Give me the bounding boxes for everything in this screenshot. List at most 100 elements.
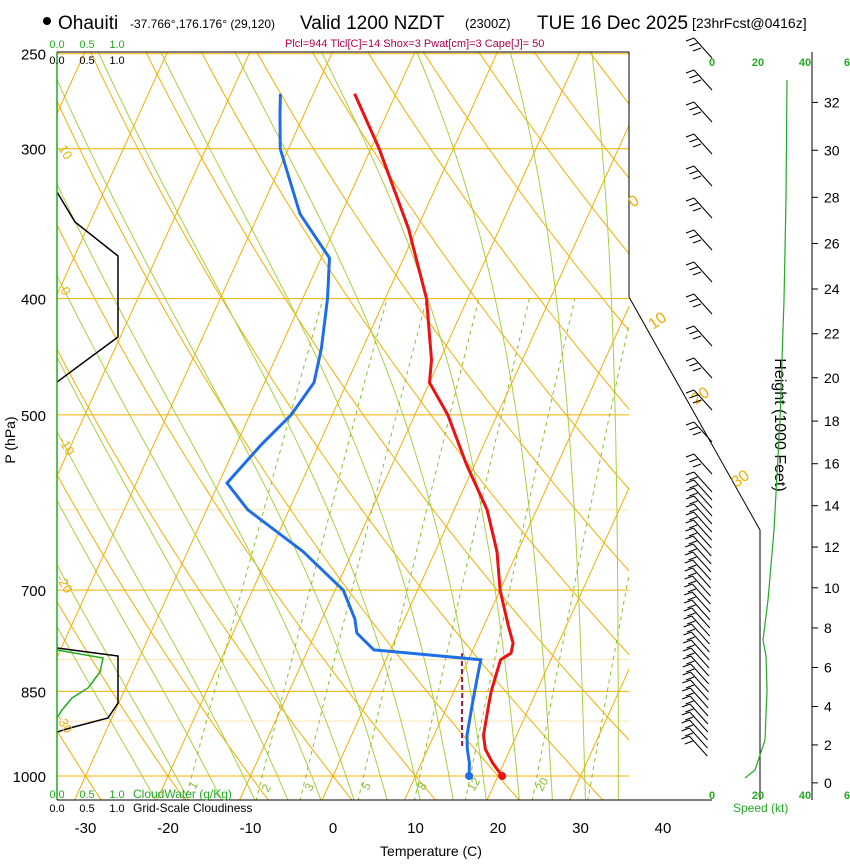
location-coords: -37.766°,176.176° (29,120) [130, 17, 275, 31]
forecast-date: TUE 16 Dec 2025 [537, 13, 688, 34]
wind-barb [686, 134, 712, 154]
cloudiness-top-1: 0.5 [79, 55, 94, 67]
dry-adiabat-160 [795, 32, 850, 801]
cloudwater-bottom-2: 1.0 [109, 789, 124, 801]
speed-bottom-3: 6 [844, 790, 850, 802]
x-tick-40: 40 [655, 820, 672, 837]
wind-panel-boundary [629, 297, 760, 800]
x-tick-0: 0 [329, 820, 337, 837]
mixing-ratio-2 [256, 299, 387, 802]
utc-time: (2300Z) [465, 16, 511, 31]
wind-barb [686, 454, 712, 474]
wind-barb [686, 262, 712, 282]
speed-top-3: 6 [844, 57, 850, 69]
speed-label: Speed (kt) [733, 801, 788, 815]
wind-barb [686, 198, 712, 218]
x-tick--30: -30 [75, 820, 97, 837]
isotherm-40 [651, 32, 850, 801]
height-tick-16: 16 [824, 456, 840, 472]
isotherm-label-1: 0 [57, 284, 74, 298]
pressure-tick-500: 500 [21, 408, 46, 425]
x-tick-20: 20 [490, 820, 507, 837]
height-tick-10: 10 [824, 580, 840, 596]
cloudwater-label: CloudWater (g/Kg) [133, 787, 232, 801]
height-tick-12: 12 [824, 539, 840, 555]
wind-barb [681, 736, 707, 756]
pressure-tick-850: 850 [21, 684, 46, 701]
height-tick-6: 6 [824, 659, 832, 675]
y-axis-label: P (hPa) [2, 416, 18, 463]
height-tick-22: 22 [824, 326, 840, 342]
height-tick-32: 32 [824, 94, 840, 110]
cloudiness-bottom-1: 0.5 [79, 803, 94, 815]
height-tick-20: 20 [824, 370, 840, 386]
moist-adiabats [0, 32, 662, 801]
temperature-curve [355, 94, 513, 776]
pressure-tick-700: 700 [21, 583, 46, 600]
dry-adiabat-130 [630, 32, 850, 801]
x-tick-10: 10 [407, 820, 424, 837]
cloudwater-top-2: 1.0 [109, 39, 124, 51]
mixing-ratio-5 [358, 299, 479, 802]
cloudwater-bottom-1: 0.5 [79, 789, 94, 801]
dry-adiabat-label-0: 0 [626, 192, 643, 211]
valid-time: Valid 1200 NZDT [300, 13, 445, 34]
mixing-ratio-lines [185, 299, 684, 802]
forecast-info: [23hrFcst@0416z] [692, 15, 807, 31]
x-tick--10: -10 [240, 820, 262, 837]
cloudwater-top-1: 0.5 [79, 39, 94, 51]
speed-bottom-0: 0 [709, 790, 715, 802]
height-tick-24: 24 [824, 281, 840, 297]
dry-adiabat-30 [81, 32, 604, 801]
mixing-ratio-label-1: 2 [258, 781, 274, 794]
dry-adiabat-100 [466, 32, 850, 801]
location-marker [43, 17, 51, 25]
pressure-tick-300: 300 [21, 142, 46, 159]
isotherm--30 [74, 32, 424, 801]
height-tick-0: 0 [824, 775, 832, 791]
wind-barb [686, 166, 712, 186]
dry-adiabat-20 [27, 32, 521, 801]
x-tick--20: -20 [157, 820, 179, 837]
cloudiness-label: Grid-Scale Cloudiness [133, 801, 252, 815]
height-tick-28: 28 [824, 189, 840, 205]
height-tick-30: 30 [824, 142, 840, 158]
cloudiness-bottom-0: 0.0 [49, 803, 64, 815]
wind-barb [686, 294, 712, 314]
pressure-tick-250: 250 [21, 47, 46, 64]
height-tick-14: 14 [824, 498, 840, 514]
mixing-ratio-label-6: 20 [532, 775, 551, 794]
wind-barb [686, 102, 712, 122]
speed-top-2: 40 [799, 57, 811, 69]
dry-adiabat-label-2: 20 [689, 384, 713, 408]
dry-adiabat-50 [191, 32, 771, 801]
dry-adiabats [0, 32, 850, 801]
wind-barb [686, 422, 712, 442]
dry-adiabat-label-3: 30 [729, 467, 753, 491]
height-tick-4: 4 [824, 698, 832, 714]
pressure-tick-1000: 1000 [13, 769, 46, 786]
wind-barb [686, 38, 712, 58]
wind-barb [686, 70, 712, 90]
isotherm-30 [569, 32, 850, 801]
surface-temperature-dot [498, 772, 506, 780]
cloudwater-profile [57, 650, 103, 718]
mixing-ratio-12 [465, 299, 575, 802]
isotherm-0 [321, 32, 671, 801]
dry-adiabat-70 [301, 32, 850, 801]
speed-top-1: 20 [752, 57, 764, 69]
cloudiness-top-0: 0.0 [49, 55, 64, 67]
mixing-ratio-label-2: 3 [301, 780, 317, 793]
dry-adiabat-label-1: 10 [646, 309, 670, 333]
parcel-params: Plcl=944 Tlcl[C]=14 Shox=3 Pwat[cm]=3 Ca… [285, 38, 544, 50]
cloudwater-bottom-0: 0.0 [49, 789, 64, 801]
dry-adiabat-0 [0, 32, 353, 801]
height-tick-18: 18 [824, 413, 840, 429]
cloudiness-top-2: 1.0 [109, 55, 124, 67]
isotherm-lines [0, 32, 850, 801]
